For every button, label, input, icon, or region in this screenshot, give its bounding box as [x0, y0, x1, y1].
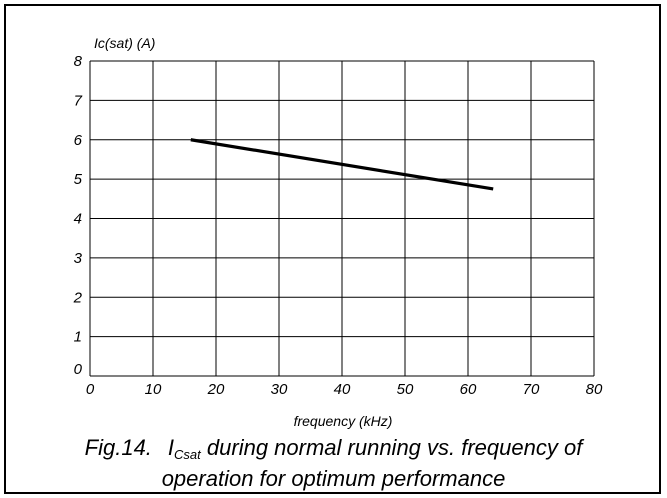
caption-line-1: Fig.14. ICsat during normal running vs. f…	[0, 436, 667, 467]
x-tick-label: 0	[86, 381, 95, 398]
series-line	[190, 138, 494, 191]
caption-symbol: ICsat	[167, 435, 201, 463]
x-tick-label: 60	[460, 381, 477, 398]
y-tick-label: 2	[73, 289, 83, 306]
y-tick-label: 0	[74, 361, 83, 378]
x-axis-label: frequency (kHz)	[294, 413, 393, 429]
y-axis-label: Ic(sat) (A)	[94, 35, 155, 51]
y-tick-label: 7	[74, 92, 83, 109]
grid	[89, 60, 595, 377]
y-tick-label: 1	[74, 329, 82, 346]
x-tick-label: 80	[586, 381, 603, 398]
y-tick-label: 8	[74, 53, 83, 70]
y-tick-labels: 0 1 2 3 4 5 6 7 8	[73, 53, 83, 378]
y-tick-label: 5	[74, 171, 83, 188]
x-tick-label: 30	[271, 381, 288, 398]
y-tick-label: 3	[74, 250, 83, 267]
x-tick-label: 40	[334, 381, 351, 398]
y-tick-label: 4	[74, 211, 82, 228]
x-tick-labels: 0 10 20 30 40 50 60 70 80	[86, 381, 603, 398]
x-tick-label: 70	[523, 381, 540, 398]
caption-text-1: during normal running vs. frequency of	[200, 435, 583, 460]
x-tick-label: 50	[397, 381, 414, 398]
series-group	[190, 138, 494, 191]
x-tick-label: 20	[207, 381, 225, 398]
caption-figure-number: Fig.14.	[84, 435, 152, 460]
figure-frame	[4, 4, 661, 494]
figure-caption: Fig.14. ICsat during normal running vs. f…	[0, 436, 667, 491]
x-tick-label: 10	[145, 381, 162, 398]
caption-line-2: operation for optimum performance	[161, 466, 506, 491]
y-tick-label: 6	[74, 132, 83, 149]
